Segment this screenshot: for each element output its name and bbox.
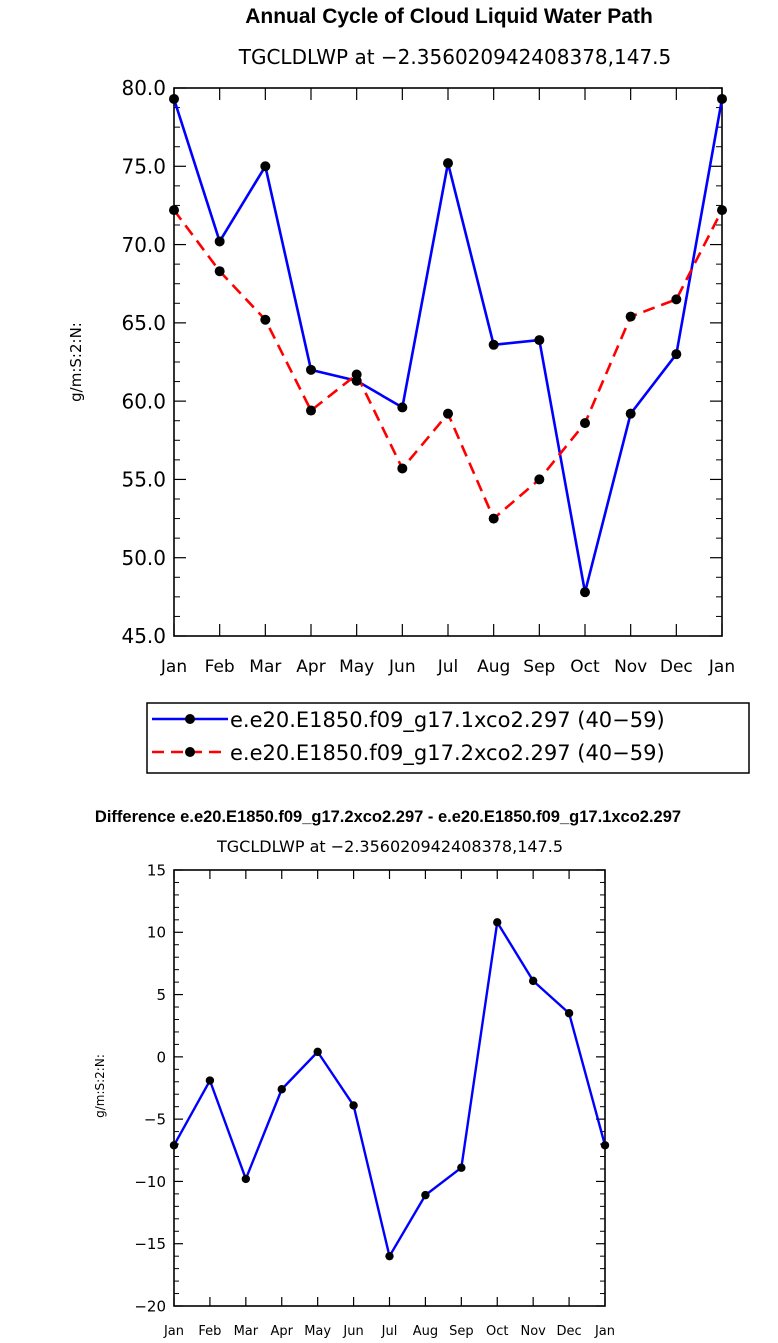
chart1-series-1-point <box>169 93 179 104</box>
chart2-title: Difference e.e20.E1850.f09_g17.2xco2.297… <box>95 808 681 826</box>
chart2-frame <box>173 869 606 1307</box>
legend-marker-series2 <box>185 747 195 757</box>
chart1-xtick-label: Aug <box>477 657 510 677</box>
chart1-series-1-point <box>443 158 453 169</box>
chart1-xtick-label: Oct <box>570 657 600 677</box>
chart2-ytick-label: 15 <box>147 861 166 879</box>
chart2-xtick-label: Mar <box>234 1324 259 1339</box>
chart1-series-2-point <box>397 463 408 474</box>
chart1-legend: e.e20.E1850.f09_g17.1xco2.297 (40−59) e.… <box>146 702 750 774</box>
chart1-ytick-label: 70.0 <box>121 233 166 257</box>
chart2-ytick-label: −5 <box>144 1111 166 1129</box>
chart1-series-1-point <box>671 349 682 360</box>
chart1-series-2-point <box>214 266 225 277</box>
chart1-series-2-point <box>260 314 271 325</box>
chart2-xtick-label: Oct <box>486 1324 508 1339</box>
chart1-xtick-label: Jan <box>160 657 187 677</box>
chart2-ytick-label: 0 <box>156 1048 166 1066</box>
chart1-xtick-label: Mar <box>249 657 281 677</box>
chart1-series-1-point <box>488 339 499 350</box>
chart1-series-1-point <box>397 402 408 413</box>
chart1-series-2-point <box>306 405 316 416</box>
chart2-xtick-label: Jan <box>163 1324 184 1339</box>
chart2-series-1-point <box>385 1251 394 1261</box>
chart2-series-1-point <box>600 1141 610 1150</box>
chart2-subtitle: TGCLDLWP at −2.356020942408378,147.5 <box>216 837 563 856</box>
chart2-ytick-label: −20 <box>134 1297 166 1315</box>
chart2-ytick-label: 5 <box>156 986 166 1004</box>
chart2-series-1-point <box>241 1174 251 1184</box>
chart1-xtick-label: Apr <box>296 657 325 677</box>
chart2-xtick-label: Dec <box>557 1324 582 1339</box>
chart1-xtick-label: Feb <box>205 657 235 677</box>
chart2-series-1-point <box>205 1076 215 1085</box>
chart1-series-1-point <box>717 93 727 104</box>
chart1-series-1-point <box>306 364 316 375</box>
chart2-ylabel: g/m:S:2:N: <box>93 1054 107 1118</box>
chart1-xtick-label: Jul <box>437 657 459 677</box>
chart2-series-1-point <box>421 1190 430 1200</box>
chart2-series-1-point <box>313 1047 322 1057</box>
chart2-xtick-label: Aug <box>413 1324 438 1339</box>
chart2-xtick-label: Apr <box>271 1324 294 1339</box>
chart1-ytick-label: 55.0 <box>121 468 166 492</box>
chart1-series-2-point <box>534 474 545 485</box>
chart2-series-1-point <box>277 1085 286 1094</box>
chart1-title: Annual Cycle of Cloud Liquid Water Path <box>245 5 653 28</box>
chart1-series-2-point <box>488 513 499 524</box>
chart1-xtick-label: Jun <box>388 657 416 677</box>
chart1-series-2-point <box>351 369 362 380</box>
chart2-series-1-point <box>457 1163 466 1172</box>
chart2-xtick-label: Sep <box>449 1324 474 1339</box>
chart1-series-2-point <box>580 418 590 429</box>
chart2-ytick-label: −10 <box>134 1173 166 1191</box>
chart1-series-1-point <box>214 236 225 247</box>
chart1-xtick-label: Dec <box>660 657 693 677</box>
chart2-ytick-label: 10 <box>147 924 166 942</box>
chart1-ytick-label: 75.0 <box>121 154 166 178</box>
legend-box <box>146 702 750 774</box>
chart2-series-1-point <box>528 976 538 986</box>
chart2-xtick-label: Jan <box>594 1324 615 1339</box>
chart1-ytick-label: 50.0 <box>121 546 166 570</box>
chart2-plot-area: −20 −15 −10 −5 0 5 10 15 Jan Feb Mar Apr May Jun Jul Au… <box>134 861 615 1339</box>
chart1-subtitle: TGCLDLWP at −2.356020942408378,147.5 <box>238 45 672 69</box>
chart2-xtick-label: Jul <box>381 1324 398 1339</box>
chart1-ytick-label: 45.0 <box>121 624 166 648</box>
chart1-xtick-label: Nov <box>614 657 647 677</box>
legend-label-series1: e.e20.E1850.f09_g17.1xco2.297 (40−59) <box>230 708 665 733</box>
chart2-ytick-label: −15 <box>134 1235 166 1253</box>
chart2-series-1-point <box>349 1101 358 1110</box>
chart1-series-2-point <box>625 311 636 322</box>
chart1-series-1-point <box>534 335 545 346</box>
chart1-xtick-label: Sep <box>523 657 555 677</box>
legend-label-series2: e.e20.E1850.f09_g17.2xco2.297 (40−59) <box>230 741 665 766</box>
chart2-xtick-label: Feb <box>198 1324 221 1339</box>
chart1-series-2-point <box>443 408 453 419</box>
chart1-series-2-point <box>169 205 179 216</box>
chart1-ytick-label: 65.0 <box>121 311 166 335</box>
chart2-series-1-point <box>169 1141 179 1150</box>
chart1-xtick-label: Jan <box>708 657 735 677</box>
chart1-series-1-point <box>260 161 271 172</box>
chart1-series-2-point <box>671 294 682 305</box>
chart2-series-1-point <box>564 1009 574 1018</box>
chart1-series-1-line <box>172 98 724 594</box>
chart1-ytick-label: 80.0 <box>121 76 166 100</box>
chart1-series-1-point <box>580 587 590 598</box>
chart1-series-2-line <box>172 209 724 520</box>
chart1-xtick-label: May <box>339 657 374 677</box>
chart2-xtick-label: May <box>304 1324 331 1339</box>
chart1-series-2-point <box>717 205 727 216</box>
chart1-series-1-point <box>625 408 636 419</box>
chart1-plot-area: 45.0 50.0 55.0 60.0 65.0 70.0 75.0 80.0 Jan Feb Ma… <box>121 76 735 677</box>
chart2-xtick-label: Nov <box>520 1324 546 1339</box>
chart1-ylabel: g/m:S:2:N: <box>67 322 85 402</box>
chart2-xtick-label: Jun <box>342 1324 363 1339</box>
chart1-ytick-label: 60.0 <box>121 389 166 413</box>
chart2-series-1-line <box>172 921 607 1258</box>
legend-marker-series1 <box>185 714 195 724</box>
chart2-series-1-point <box>493 918 502 927</box>
